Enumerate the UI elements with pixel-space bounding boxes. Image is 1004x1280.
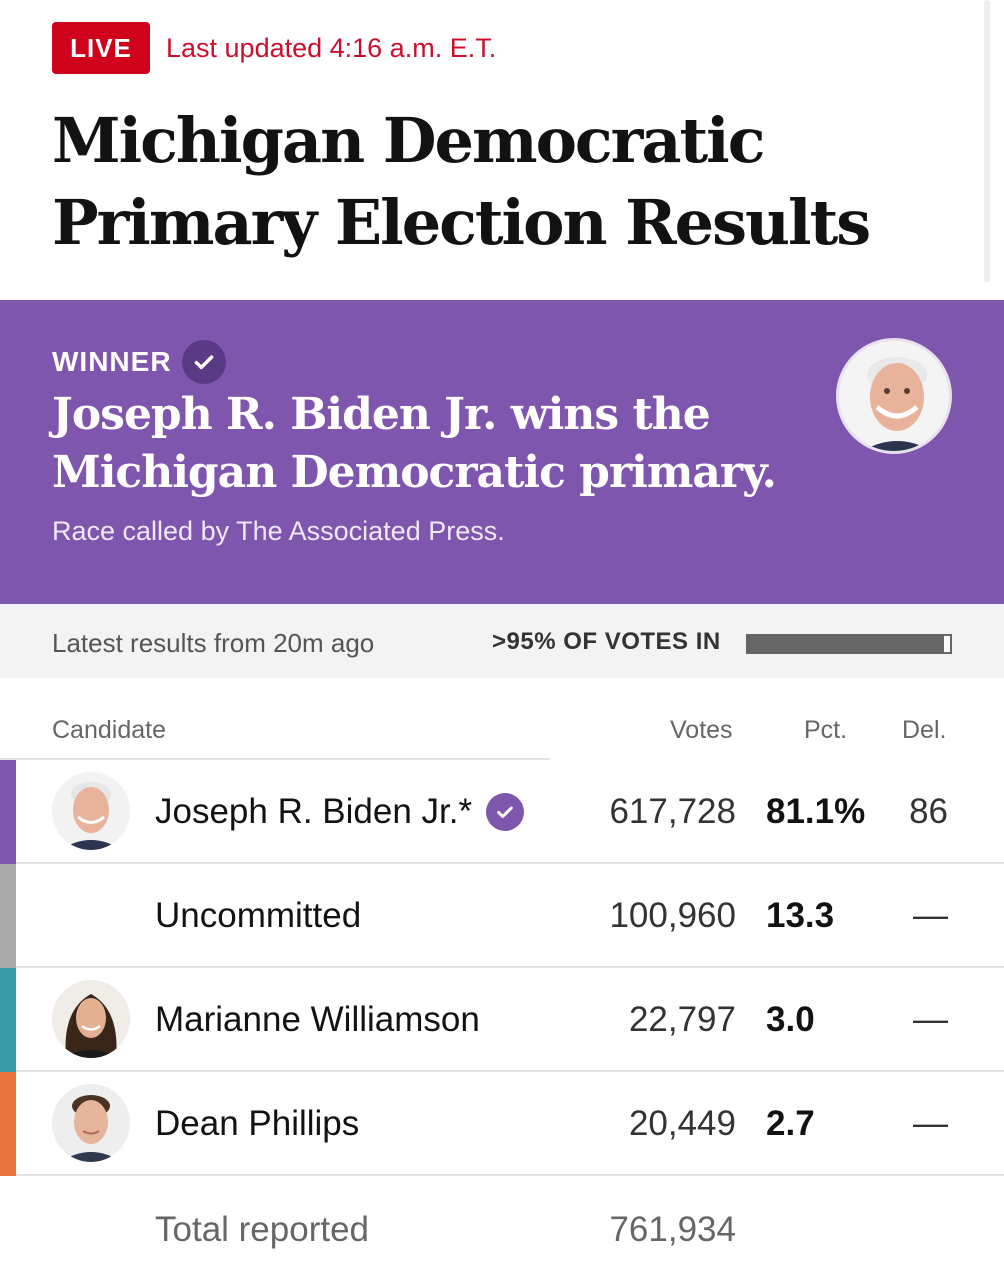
candidate-votes: 100,960 <box>609 896 736 935</box>
avatar <box>52 772 130 850</box>
results-status-bar: Latest results from 20m ago >95% OF VOTE… <box>0 604 1004 678</box>
race-called-text: Race called by The Associated Press. <box>52 516 505 546</box>
winner-headline-line-2: Michigan Democratic primary. <box>52 447 777 498</box>
candidate-pct: 3.0 <box>766 1000 815 1039</box>
column-header-candidate: Candidate <box>52 716 166 744</box>
scrollbar[interactable] <box>984 0 990 282</box>
row-divider <box>16 966 1004 968</box>
candidate-delegates: 86 <box>909 792 948 831</box>
live-row: LIVE Last updated 4:16 a.m. E.T. <box>52 22 496 74</box>
winner-headline-line-1: Joseph R. Biden Jr. wins the <box>52 389 711 440</box>
candidate-delegates: — <box>913 896 948 935</box>
page-title-line-2: Primary Election Results <box>52 186 871 259</box>
candidate-name: Joseph R. Biden Jr.* <box>155 792 525 832</box>
check-circle-icon <box>181 340 226 384</box>
column-header-votes: Votes <box>670 716 733 744</box>
candidate-color-swatch <box>0 760 16 864</box>
total-reported-votes: 761,934 <box>609 1210 736 1249</box>
row-divider <box>16 862 1004 864</box>
candidate-pct: 13.3 <box>766 896 835 935</box>
candidate-pct: 2.7 <box>766 1104 815 1143</box>
header-divider <box>0 758 550 760</box>
winner-banner: WINNER Joseph R. Biden Jr. wins the Mich… <box>0 300 1004 604</box>
page-title-line-1: Michigan Democratic <box>52 104 765 177</box>
candidate-color-swatch <box>0 968 16 1072</box>
column-header-del: Del. <box>902 716 947 744</box>
candidate-name-text: Joseph R. Biden Jr.* <box>155 792 473 831</box>
winner-avatar <box>836 338 952 454</box>
avatar <box>52 980 130 1058</box>
latest-results-text: Latest results from 20m ago <box>52 628 375 658</box>
candidate-name-text: Uncommitted <box>155 896 362 935</box>
winner-label-text: WINNER <box>52 346 172 377</box>
table-row[interactable]: Marianne Williamson 22,797 3.0 — <box>0 968 1004 1072</box>
total-reported-label: Total reported <box>155 1210 370 1249</box>
votes-in-label: >95% OF VOTES IN <box>492 628 721 655</box>
winner-headline: Joseph R. Biden Jr. wins the Michigan De… <box>52 386 812 502</box>
row-divider <box>16 1174 1004 1176</box>
candidate-votes: 617,728 <box>609 792 736 831</box>
candidate-name-text: Dean Phillips <box>155 1104 360 1143</box>
candidate-color-swatch <box>0 1072 16 1176</box>
candidate-name-text: Marianne Williamson <box>155 1000 480 1039</box>
winner-label: WINNER <box>52 340 226 384</box>
candidate-votes: 20,449 <box>628 1104 736 1143</box>
candidate-name: Uncommitted <box>155 896 361 936</box>
last-updated-text: Last updated 4:16 a.m. E.T. <box>166 32 497 63</box>
candidate-delegates: — <box>913 1000 948 1039</box>
page-title: Michigan Democratic Primary Election Res… <box>52 100 952 264</box>
table-row[interactable]: Dean Phillips 20,449 2.7 — <box>0 1072 1004 1176</box>
table-row[interactable]: Uncommitted 100,960 13.3 — <box>0 864 1004 968</box>
candidate-pct: 81.1% <box>766 792 866 831</box>
candidate-delegates: — <box>913 1104 948 1143</box>
row-divider <box>16 1070 1004 1072</box>
reporting-progress-fill <box>748 636 944 652</box>
candidate-name: Marianne Williamson <box>155 1000 480 1040</box>
column-header-pct: Pct. <box>804 716 848 744</box>
candidate-votes: 22,797 <box>628 1000 736 1039</box>
live-badge: LIVE <box>52 22 150 74</box>
candidate-color-swatch <box>0 864 16 968</box>
check-circle-icon <box>486 793 525 831</box>
reporting-progress-bar <box>746 634 952 654</box>
table-row[interactable]: Joseph R. Biden Jr.* 617,728 81.1% 86 <box>0 760 1004 864</box>
candidate-name: Dean Phillips <box>155 1104 359 1144</box>
avatar <box>52 1084 130 1162</box>
